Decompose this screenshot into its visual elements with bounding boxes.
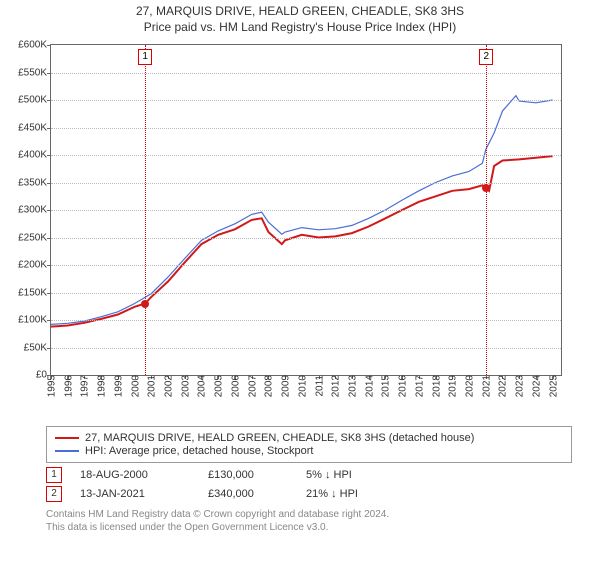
x-tick-label: 2000	[128, 375, 141, 397]
y-tick-label: £100K	[18, 315, 51, 326]
legend: 27, MARQUIS DRIVE, HEALD GREEN, CHEADLE,…	[46, 426, 572, 463]
x-tick-label: 2019	[446, 375, 459, 397]
y-gridline	[51, 210, 561, 212]
footer-line-2: This data is licensed under the Open Gov…	[46, 521, 554, 534]
sale-index-box: 1	[46, 467, 62, 483]
legend-swatch	[55, 437, 79, 439]
x-tick-label: 2025	[546, 375, 559, 397]
sale-pct-vs-hpi: 21% ↓ HPI	[306, 488, 416, 500]
sale-price: £340,000	[208, 488, 288, 500]
y-tick-label: £300K	[18, 205, 51, 216]
y-tick-label: £450K	[18, 122, 51, 133]
sale-marker-box: 2	[479, 49, 493, 65]
legend-label: HPI: Average price, detached house, Stoc…	[85, 445, 314, 457]
x-tick-label: 2021	[479, 375, 492, 397]
y-tick-label: £350K	[18, 177, 51, 188]
sale-marker-dot	[482, 184, 490, 192]
chart-title: 27, MARQUIS DRIVE, HEALD GREEN, CHEADLE,…	[0, 4, 600, 18]
x-tick-label: 1995	[45, 375, 58, 397]
legend-swatch	[55, 450, 79, 451]
y-gridline	[51, 155, 561, 157]
sale-row: 1 18-AUG-2000 £130,000 5% ↓ HPI	[46, 467, 554, 483]
sale-index-box: 2	[46, 486, 62, 502]
legend-label: 27, MARQUIS DRIVE, HEALD GREEN, CHEADLE,…	[85, 432, 474, 444]
x-tick-label: 2007	[245, 375, 258, 397]
y-gridline	[51, 320, 561, 322]
x-tick-label: 1998	[95, 375, 108, 397]
footer-line-1: Contains HM Land Registry data © Crown c…	[46, 508, 554, 521]
legend-row: 27, MARQUIS DRIVE, HEALD GREEN, CHEADLE,…	[55, 432, 563, 444]
y-tick-label: £150K	[18, 287, 51, 298]
x-tick-label: 2017	[412, 375, 425, 397]
y-gridline	[51, 293, 561, 295]
y-gridline	[51, 265, 561, 267]
x-tick-label: 2003	[178, 375, 191, 397]
y-tick-label: £400K	[18, 150, 51, 161]
x-tick-label: 1997	[78, 375, 91, 397]
x-tick-label: 2018	[429, 375, 442, 397]
sale-marker-dot	[141, 300, 149, 308]
y-tick-label: £200K	[18, 260, 51, 271]
sale-date: 13-JAN-2021	[80, 488, 190, 500]
x-tick-label: 2002	[162, 375, 175, 397]
x-tick-label: 2009	[279, 375, 292, 397]
x-tick-label: 2024	[529, 375, 542, 397]
x-tick-label: 2012	[329, 375, 342, 397]
y-tick-label: £250K	[18, 232, 51, 243]
x-tick-label: 2011	[312, 375, 325, 397]
chart-subtitle: Price paid vs. HM Land Registry's House …	[0, 20, 600, 34]
legend-row: HPI: Average price, detached house, Stoc…	[55, 445, 563, 457]
x-tick-label: 2010	[295, 375, 308, 397]
x-tick-label: 2020	[463, 375, 476, 397]
plot-area: £0£50K£100K£150K£200K£250K£300K£350K£400…	[50, 44, 562, 376]
y-tick-label: £500K	[18, 95, 51, 106]
x-tick-label: 1996	[61, 375, 74, 397]
x-tick-label: 2006	[228, 375, 241, 397]
y-tick-label: £600K	[18, 40, 51, 51]
x-tick-label: 2016	[396, 375, 409, 397]
sale-marker-line	[486, 45, 487, 375]
x-tick-label: 2005	[212, 375, 225, 397]
x-tick-label: 2015	[379, 375, 392, 397]
x-tick-label: 2001	[145, 375, 158, 397]
sale-date: 18-AUG-2000	[80, 469, 190, 481]
y-gridline	[51, 348, 561, 350]
y-gridline	[51, 238, 561, 240]
x-tick-label: 2008	[262, 375, 275, 397]
y-gridline	[51, 100, 561, 102]
y-gridline	[51, 128, 561, 130]
sale-pct-vs-hpi: 5% ↓ HPI	[306, 469, 416, 481]
x-tick-label: 2013	[345, 375, 358, 397]
sale-row: 2 13-JAN-2021 £340,000 21% ↓ HPI	[46, 486, 554, 502]
y-tick-label: £550K	[18, 67, 51, 78]
sales-table: 1 18-AUG-2000 £130,000 5% ↓ HPI 2 13-JAN-2021…	[46, 467, 554, 502]
y-tick-label: £50K	[24, 342, 51, 353]
x-tick-label: 1999	[111, 375, 124, 397]
x-tick-label: 2022	[496, 375, 509, 397]
chart-container: £0£50K£100K£150K£200K£250K£300K£350K£400…	[6, 40, 566, 420]
x-tick-label: 2004	[195, 375, 208, 397]
y-gridline	[51, 73, 561, 75]
x-tick-label: 2014	[362, 375, 375, 397]
x-tick-label: 2023	[513, 375, 526, 397]
footer: Contains HM Land Registry data © Crown c…	[46, 508, 554, 534]
sale-price: £130,000	[208, 469, 288, 481]
sale-marker-line	[145, 45, 146, 375]
sale-marker-box: 1	[138, 49, 152, 65]
